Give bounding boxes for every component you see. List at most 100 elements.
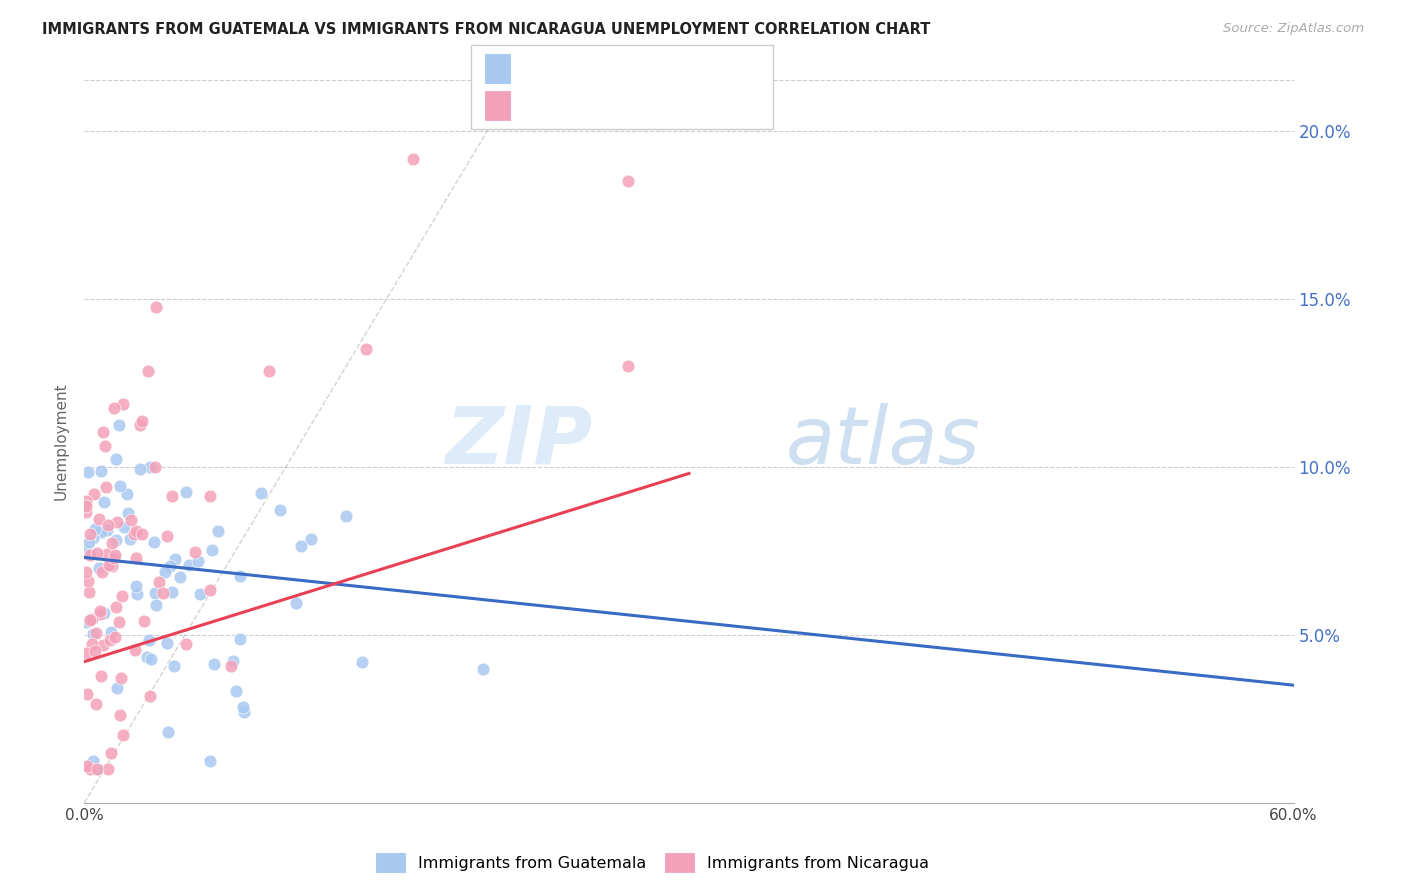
Point [131, 414, 153, 428]
Point [89, 607, 111, 621]
Point [79, 548, 101, 562]
Point [125, 550, 148, 565]
Point [75, 646, 97, 660]
Point [269, 503, 291, 517]
Point [101, 536, 124, 550]
Point [222, 655, 245, 669]
Point [299, 533, 322, 547]
Point [200, 489, 222, 503]
Point [617, 359, 640, 373]
Point [155, 565, 177, 579]
Point [87, 512, 110, 526]
Point [97, 517, 120, 532]
Point [290, 539, 312, 553]
Point [79, 527, 101, 541]
Point [352, 655, 374, 669]
Point [98, 558, 121, 572]
Point [86, 546, 108, 560]
Point [108, 417, 131, 432]
Point [110, 707, 132, 722]
Point [96, 523, 118, 537]
Point [219, 659, 242, 673]
Point [93, 495, 115, 509]
Point [76, 759, 98, 773]
Point [143, 586, 166, 600]
Point [165, 552, 187, 566]
Point [160, 585, 183, 599]
Text: R =  0.394   N = 77: R = 0.394 N = 77 [522, 96, 683, 114]
Point [84, 697, 107, 711]
Point [617, 174, 640, 188]
Point [75, 565, 97, 579]
Point [128, 462, 150, 476]
Point [103, 401, 125, 416]
Point [174, 637, 197, 651]
Point [156, 636, 179, 650]
Point [134, 614, 156, 628]
Text: ZIP: ZIP [444, 402, 592, 481]
Point [110, 671, 132, 685]
Point [97, 762, 120, 776]
Point [187, 554, 209, 568]
Point [83, 487, 105, 501]
Point [142, 535, 165, 549]
Point [259, 364, 281, 378]
Point [148, 574, 170, 589]
Point [90, 464, 112, 478]
Point [105, 533, 128, 548]
Point [233, 705, 256, 719]
Point [141, 652, 163, 666]
Point [75, 615, 97, 630]
Point [93, 606, 115, 620]
Point [118, 533, 141, 547]
Point [128, 417, 150, 432]
Y-axis label: Unemployment: Unemployment [53, 383, 69, 500]
Point [80, 612, 103, 626]
Point [202, 657, 225, 671]
Point [100, 625, 122, 640]
Point [90, 669, 112, 683]
Point [94, 480, 117, 494]
Point [108, 479, 131, 493]
Point [108, 615, 131, 630]
Point [249, 486, 271, 500]
Point [402, 152, 425, 166]
Point [198, 754, 221, 768]
Point [93, 439, 115, 453]
Point [125, 579, 148, 593]
Point [84, 644, 107, 658]
Point [89, 604, 111, 618]
Point [105, 681, 128, 695]
Point [138, 460, 160, 475]
Text: atlas: atlas [786, 402, 980, 481]
Point [201, 543, 224, 558]
Point [75, 499, 97, 513]
Point [139, 689, 162, 703]
Point [471, 662, 494, 676]
Point [82, 755, 104, 769]
Point [122, 526, 145, 541]
Point [356, 342, 378, 356]
Point [79, 762, 101, 776]
Point [225, 683, 247, 698]
Point [156, 529, 179, 543]
Point [100, 746, 122, 760]
Point [284, 597, 307, 611]
Point [104, 452, 127, 467]
Point [136, 649, 159, 664]
Point [115, 487, 138, 501]
Point [80, 637, 103, 651]
Point [77, 585, 100, 599]
Point [75, 493, 97, 508]
Point [77, 535, 100, 549]
Point [117, 506, 139, 520]
Point [104, 630, 127, 644]
Point [174, 484, 197, 499]
Point [103, 551, 125, 566]
Point [112, 728, 135, 742]
Point [79, 614, 101, 628]
Point [82, 627, 104, 641]
Point [190, 587, 212, 601]
Point [159, 559, 181, 574]
Text: IMMIGRANTS FROM GUATEMALA VS IMMIGRANTS FROM NICARAGUA UNEMPLOYMENT CORRELATION : IMMIGRANTS FROM GUATEMALA VS IMMIGRANTS … [42, 22, 931, 37]
